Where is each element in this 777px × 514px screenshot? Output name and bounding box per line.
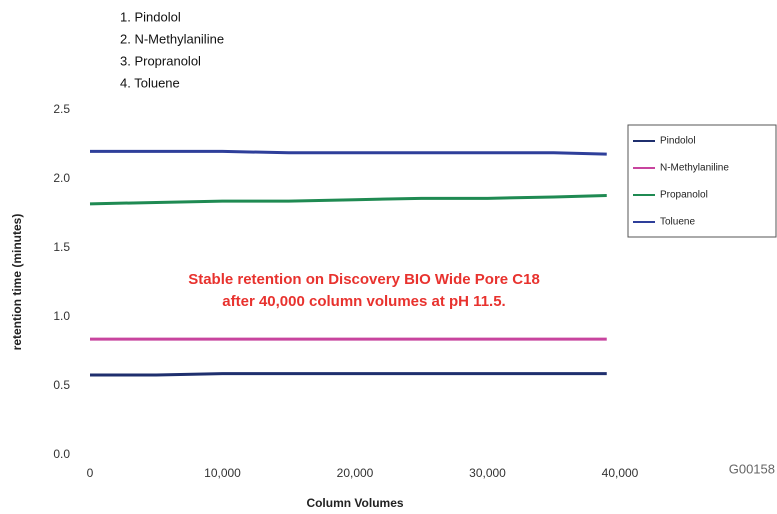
x-tick-label: 40,000 (602, 466, 639, 480)
compound-item: 1. Pindolol (120, 9, 181, 24)
legend-box (627, 124, 777, 238)
figure-code: G00158 (729, 461, 775, 476)
y-tick-label: 1.0 (53, 309, 70, 323)
compound-item: 3. Propranolol (120, 53, 201, 68)
x-axis-label: Column Volumes (306, 496, 403, 510)
y-tick-label: 2.0 (53, 171, 70, 185)
x-tick-label: 0 (87, 466, 94, 480)
compound-item: 4. Toluene (120, 75, 180, 90)
y-tick-label: 0.0 (53, 447, 70, 461)
y-tick-label: 0.5 (53, 378, 70, 392)
series-line (90, 372, 607, 377)
legend-label: Pindolol (660, 136, 696, 147)
y-tick-label: 1.5 (53, 240, 70, 254)
x-tick-label: 20,000 (337, 466, 374, 480)
x-tick-label: 30,000 (469, 466, 506, 480)
compound-item: 2. N-Methylaniline (120, 31, 224, 46)
legend-label: N-Methylaniline (660, 163, 729, 174)
y-axis-label: retention time (minutes) (10, 214, 24, 351)
annotation: Stable retention on Discovery BIO Wide P… (188, 271, 540, 288)
y-tick-label: 2.5 (53, 102, 70, 116)
x-tick-label: 10,000 (204, 466, 241, 480)
series-line (90, 149, 607, 156)
annotation: after 40,000 column volumes at pH 11.5. (222, 293, 505, 310)
legend-label: Toluene (660, 217, 695, 228)
series-line (89, 194, 607, 206)
legend-label: Propanolol (660, 190, 708, 201)
